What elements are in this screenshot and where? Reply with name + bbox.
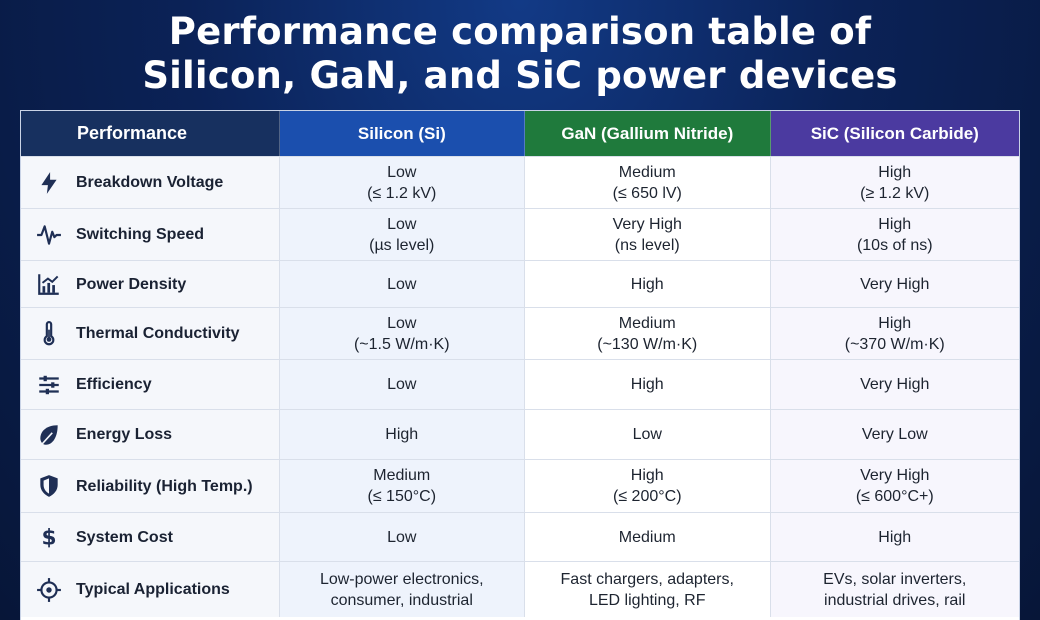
gan-cell: High <box>525 360 771 409</box>
row-label: Reliability (High Temp.) <box>76 477 253 495</box>
dollar-icon: $ <box>34 522 64 552</box>
silicon-cell: Low <box>279 360 525 409</box>
table-row: Power Density Low High Very High <box>21 260 1019 307</box>
bar-chart-icon <box>34 269 64 299</box>
table-body: Breakdown Voltage Low (≤ 1.2 kV) Medium (≤… <box>21 156 1019 617</box>
table-row: Energy Loss High Low Very Low <box>21 409 1019 459</box>
row-label: Typical Applications <box>76 581 230 598</box>
header-gan: GaN (Gallium Nitride) <box>525 111 771 156</box>
row-label-cell: Power Density <box>21 261 280 307</box>
gan-cell: Medium (≤ 650 lV) <box>525 157 771 208</box>
silicon-cell: Low-power electronics, consumer, industr… <box>279 562 525 617</box>
header-sic: SiC (Silicon Carbide) <box>770 111 1019 156</box>
lightning-bolt-icon <box>34 168 64 198</box>
leaf-icon <box>34 420 64 450</box>
table-row: Switching Speed Low (µs level) Very High (… <box>21 208 1019 260</box>
row-label-cell: Switching Speed <box>21 209 280 260</box>
gan-cell: Medium <box>525 513 771 561</box>
row-label: System Cost <box>76 528 173 546</box>
silicon-cell: Low <box>279 513 525 561</box>
gan-cell: High (≤ 200°C) <box>525 460 771 512</box>
silicon-cell: Medium (≤ 150°C) <box>279 460 525 512</box>
header-performance: Performance <box>21 111 280 156</box>
title-line-1: Performance comparison table of <box>168 10 872 53</box>
comparison-table: Performance Silicon (Si) GaN (Gallium Ni… <box>20 110 1020 620</box>
gan-cell: High <box>525 261 771 307</box>
row-label-cell: Typical Applications <box>21 562 280 617</box>
sic-cell: Very High <box>770 360 1019 409</box>
sliders-icon <box>34 370 64 400</box>
row-label-cell: Breakdown Voltage <box>21 157 280 208</box>
gan-cell: Low <box>525 410 771 459</box>
sic-cell: Very Low <box>770 410 1019 459</box>
sic-cell: Very High (≤ 600°C+) <box>770 460 1019 512</box>
shield-icon <box>34 471 64 501</box>
sic-cell: High (≥ 1.2 kV) <box>770 157 1019 208</box>
waveform-icon <box>34 220 64 250</box>
crosshair-icon <box>34 575 64 605</box>
row-label: Switching Speed <box>76 226 205 243</box>
silicon-cell: Low <box>279 261 525 307</box>
header-silicon: Silicon (Si) <box>279 111 526 156</box>
gan-cell: Fast chargers, adapters, LED lighting, R… <box>525 562 771 617</box>
sic-cell: High <box>770 513 1019 561</box>
sic-cell: High (10s of ns) <box>770 209 1019 260</box>
row-label-cell: Efficiency <box>21 360 280 409</box>
page-title: Performance comparison table of Silicon,… <box>0 10 1040 98</box>
row-label: Breakdown Voltage <box>76 174 224 191</box>
silicon-cell: Low (≤ 1.2 kV) <box>279 157 525 208</box>
sic-cell: Very High <box>770 261 1019 307</box>
sic-cell: High (~370 W/m·K) <box>770 308 1019 359</box>
table-row: Typical Applications Low-power electronic… <box>21 561 1019 617</box>
row-label: Efficiency <box>76 376 152 393</box>
gan-cell: Very High (ns level) <box>525 209 771 260</box>
table-row: Thermal Conductivity Low (~1.5 W/m·K) Medi… <box>21 307 1019 359</box>
table-row: $ System Cost Low Medium High <box>21 512 1019 561</box>
row-label-cell: Energy Loss <box>21 410 280 459</box>
title-line-2: Silicon, GaN, and SiC power devices <box>142 54 898 97</box>
row-label: Energy Loss <box>76 426 173 443</box>
svg-text:$: $ <box>41 526 56 550</box>
sic-cell: EVs, solar inverters, industrial drives,… <box>770 562 1019 617</box>
row-label-cell: Thermal Conductivity <box>21 308 280 359</box>
table-header: Performance Silicon (Si) GaN (Gallium Ni… <box>21 111 1019 156</box>
silicon-cell: Low (~1.5 W/m·K) <box>279 308 525 359</box>
gan-cell: Medium (~130 W/m·K) <box>525 308 771 359</box>
table-row: Reliability (High Temp.) Medium (≤ 150°C)… <box>21 459 1019 512</box>
row-label: Thermal Conductivity <box>76 325 240 342</box>
table-row: Breakdown Voltage Low (≤ 1.2 kV) Medium (≤… <box>21 156 1019 208</box>
row-label-cell: Reliability (High Temp.) <box>21 460 280 512</box>
silicon-cell: Low (µs level) <box>279 209 525 260</box>
silicon-cell: High <box>279 410 525 459</box>
table-row: Efficiency Low High Very High <box>21 359 1019 409</box>
thermometer-icon <box>34 319 64 349</box>
row-label-cell: $ System Cost <box>21 513 280 561</box>
row-label: Power Density <box>76 275 187 293</box>
